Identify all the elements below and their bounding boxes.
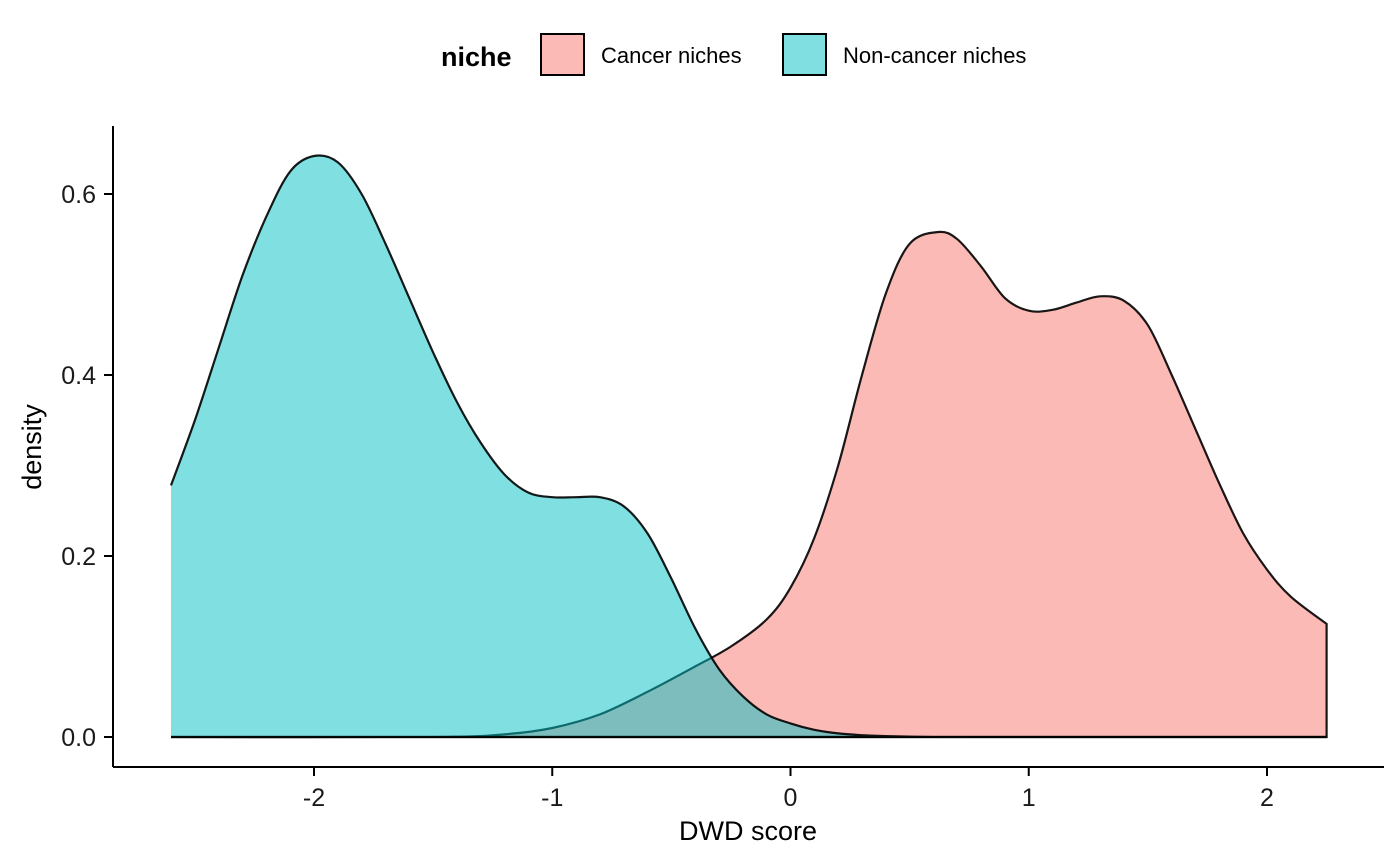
- legend-label-non-cancer: Non-cancer niches: [843, 43, 1026, 68]
- legend-title: niche: [441, 42, 512, 72]
- x-tick-label: 2: [1260, 784, 1274, 812]
- y-tick-label: 0.0: [61, 724, 96, 752]
- legend-label-cancer: Cancer niches: [601, 43, 742, 68]
- x-axis-title: DWD score: [679, 816, 817, 846]
- x-tick-label: -1: [541, 784, 563, 812]
- density-area-cancer: [171, 231, 1327, 738]
- legend: niche Cancer niches Non-cancer niches: [441, 33, 1026, 76]
- x-ticks: -2 -1 0 1 2: [303, 767, 1274, 812]
- y-tick-label: 0.4: [61, 362, 96, 390]
- y-axis-title: density: [17, 404, 47, 490]
- legend-swatch-cancer: [540, 33, 585, 76]
- x-tick-label: 1: [1022, 784, 1036, 812]
- density-line-non-cancer: [169, 154, 1327, 739]
- x-tick-label: -2: [303, 784, 325, 812]
- y-tick-label: 0.6: [61, 181, 96, 209]
- density-area-non-cancer: [171, 155, 1327, 738]
- y-ticks: 0.0 0.2 0.4 0.6: [61, 181, 113, 752]
- legend-swatch-non-cancer: [782, 33, 827, 76]
- series-layer: [169, 154, 1328, 739]
- x-tick-label: 0: [784, 784, 798, 812]
- y-tick-label: 0.2: [61, 543, 96, 571]
